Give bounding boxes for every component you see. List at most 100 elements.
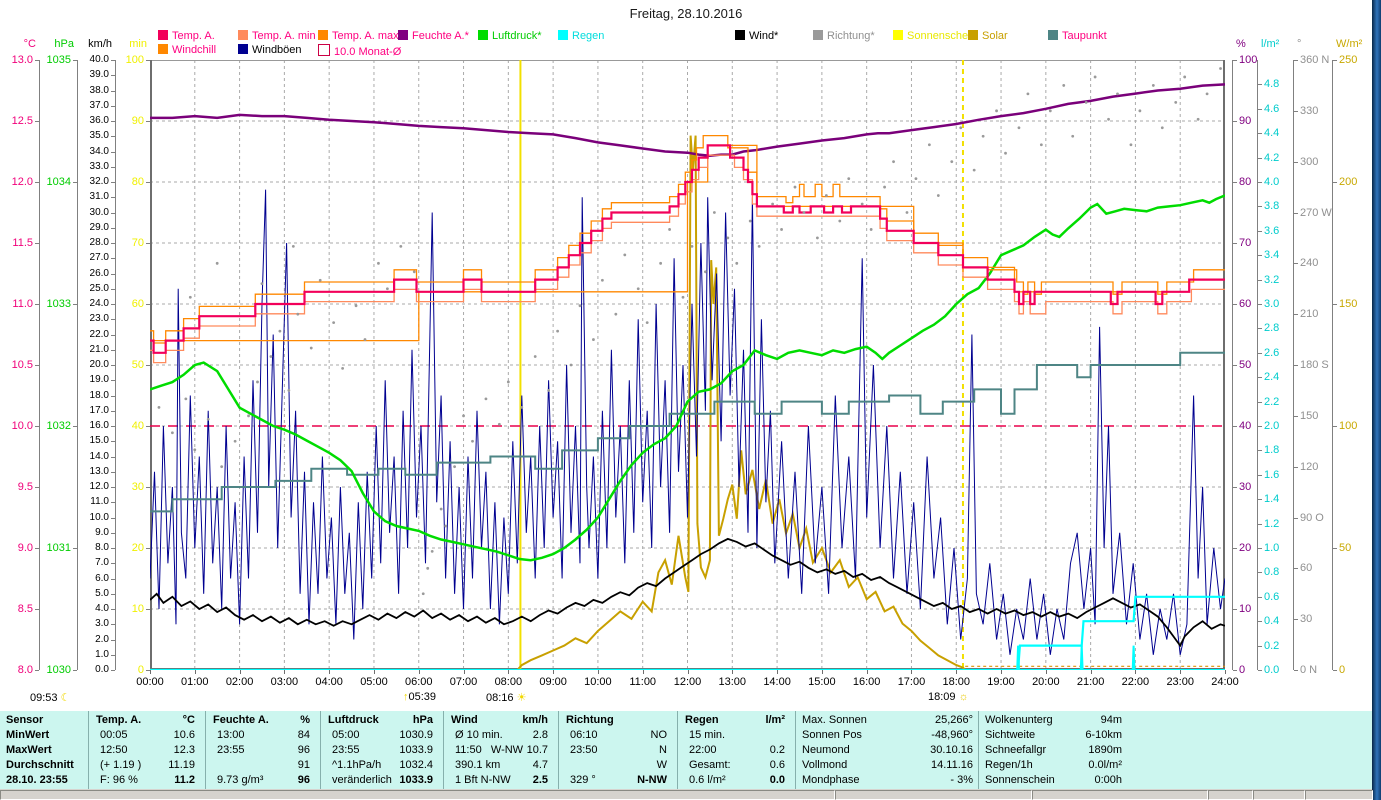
info-label: Neumond bbox=[802, 744, 850, 756]
tick-label-min: 100 bbox=[125, 54, 144, 66]
tick-kmh bbox=[111, 227, 115, 229]
tick-kmh bbox=[111, 410, 115, 412]
info-label: Vollmond bbox=[802, 759, 848, 771]
chart-panel bbox=[0, 0, 1372, 710]
tick-kmh bbox=[111, 624, 115, 626]
tick-label-kmh: 23.0 bbox=[89, 313, 109, 325]
legend-item: Luftdruck* bbox=[478, 30, 542, 42]
col-unit: hPa bbox=[412, 714, 433, 726]
tick-kmh bbox=[111, 197, 115, 199]
tick-label-degC: 11.0 bbox=[12, 298, 33, 310]
tick-label-deg: 150 bbox=[1300, 409, 1319, 422]
x-tick bbox=[329, 670, 331, 674]
tick-kmh bbox=[111, 121, 115, 122]
info-label: Sichtweite bbox=[985, 729, 1036, 741]
tick-lm2 bbox=[1258, 645, 1262, 647]
col-time: 9.73 g/m³ bbox=[217, 774, 264, 786]
tick-label-degC: 12.0 bbox=[11, 176, 33, 188]
x-tick bbox=[463, 670, 465, 674]
x-tick bbox=[821, 670, 823, 674]
tick-label-hPa: 1034 bbox=[46, 176, 71, 188]
tick-label-kmh: 37.0 bbox=[89, 99, 109, 111]
legend-label: Sonnenschein bbox=[907, 30, 977, 42]
tick-lm2 bbox=[1258, 304, 1262, 305]
tick-label-lm2: 3.6 bbox=[1264, 224, 1280, 237]
tick-label-deg: 360 N bbox=[1300, 54, 1330, 66]
col-time: Gesamt: bbox=[689, 759, 731, 771]
x-tick bbox=[194, 670, 196, 674]
x-tick-label: 20:00 bbox=[1032, 676, 1060, 688]
info-value: 14.11.16 bbox=[930, 759, 973, 771]
legend-item: Temp. A. max bbox=[318, 30, 399, 42]
tick-label-lm2: 4.8 bbox=[1264, 78, 1280, 91]
series-richtung-dot bbox=[444, 524, 448, 528]
col-time: 12:50 bbox=[100, 744, 128, 756]
tick-kmh bbox=[111, 639, 115, 641]
tick-degC bbox=[35, 243, 39, 244]
legend-item: Windböen bbox=[238, 44, 302, 56]
tick-label-kmh: 21.0 bbox=[89, 343, 109, 355]
series-richtung-dot bbox=[462, 414, 465, 418]
tick-deg bbox=[1294, 517, 1298, 519]
series-richtung-dot bbox=[547, 389, 551, 392]
x-tick bbox=[418, 670, 420, 674]
series-richtung-dot bbox=[215, 261, 219, 265]
tick-lm2 bbox=[1258, 401, 1262, 403]
tick-label-deg: 210 bbox=[1300, 308, 1319, 321]
tick-label-min: 20 bbox=[131, 542, 144, 554]
tick-kmh bbox=[111, 166, 115, 168]
tick-pct bbox=[1233, 182, 1237, 183]
series-richtung-dot bbox=[426, 566, 430, 570]
series-richtung-dot bbox=[506, 380, 510, 384]
legend-label: Temp. A. min bbox=[252, 30, 316, 42]
series-regen-summe bbox=[150, 595, 1225, 672]
tick-kmh bbox=[111, 288, 115, 290]
table-divider bbox=[978, 711, 979, 790]
x-tick-label: 00:00 bbox=[136, 676, 164, 688]
tick-lm2 bbox=[1258, 84, 1262, 86]
tick-label-pct: 60 bbox=[1239, 298, 1252, 310]
series-richtung-dot bbox=[578, 304, 582, 308]
series-richtung-dot bbox=[421, 592, 425, 596]
tick-label-kmh: 20.0 bbox=[89, 359, 109, 370]
marker-moonset: 09:53 ☾ bbox=[30, 691, 70, 704]
series-richtung-dot bbox=[287, 389, 291, 392]
series-richtung-dot bbox=[278, 329, 282, 333]
info-value: 94m bbox=[1100, 714, 1122, 726]
col-time: 1 Bft N-NW bbox=[455, 774, 511, 786]
series-richtung-dot bbox=[439, 507, 443, 511]
axis-header-lm2: l/m² bbox=[1261, 38, 1280, 50]
legend-label: Windchill bbox=[172, 44, 217, 56]
series-richtung-dot bbox=[659, 261, 663, 265]
luftdruck--swatch-icon bbox=[478, 30, 488, 40]
tick-label-kmh: 22.0 bbox=[89, 328, 109, 340]
tick-label-degC: 8.5 bbox=[17, 603, 33, 615]
tick-label-kmh: 39.0 bbox=[89, 69, 109, 81]
col-value: 2.5 bbox=[532, 774, 548, 786]
series-richtung-dot bbox=[533, 355, 537, 358]
tick-label-lm2: 0.8 bbox=[1264, 566, 1280, 579]
series-richtung-dot bbox=[233, 439, 237, 443]
tick-kmh bbox=[111, 532, 115, 534]
info-label: Max. Sonnen bbox=[802, 714, 867, 726]
info-value: 25,266° bbox=[934, 714, 973, 726]
axis-header-hPa: hPa bbox=[54, 38, 74, 50]
col-value: 91 bbox=[297, 759, 310, 771]
tick-lm2 bbox=[1258, 596, 1262, 598]
axis-header-deg: ° bbox=[1297, 38, 1302, 50]
series-richtung-dot bbox=[600, 278, 604, 282]
tick-label-lm2: 4.2 bbox=[1264, 151, 1280, 164]
tick-label-kmh: 24.0 bbox=[89, 298, 109, 309]
x-tick bbox=[956, 670, 958, 674]
axis-line-kmh bbox=[115, 60, 116, 670]
tick-label-degC: 13.0 bbox=[11, 54, 33, 66]
tick-degC bbox=[35, 670, 39, 671]
x-tick-label: 01:00 bbox=[181, 676, 209, 688]
tick-label-lm2: 3.8 bbox=[1264, 200, 1280, 213]
moonset-icon: ☾ bbox=[60, 692, 71, 704]
tick-hPa bbox=[73, 670, 77, 671]
tick-label-min: 10 bbox=[131, 603, 144, 615]
tick-lm2 bbox=[1258, 279, 1262, 281]
col-value: 12.3 bbox=[173, 744, 195, 756]
tick-label-deg: 240 bbox=[1300, 257, 1319, 270]
